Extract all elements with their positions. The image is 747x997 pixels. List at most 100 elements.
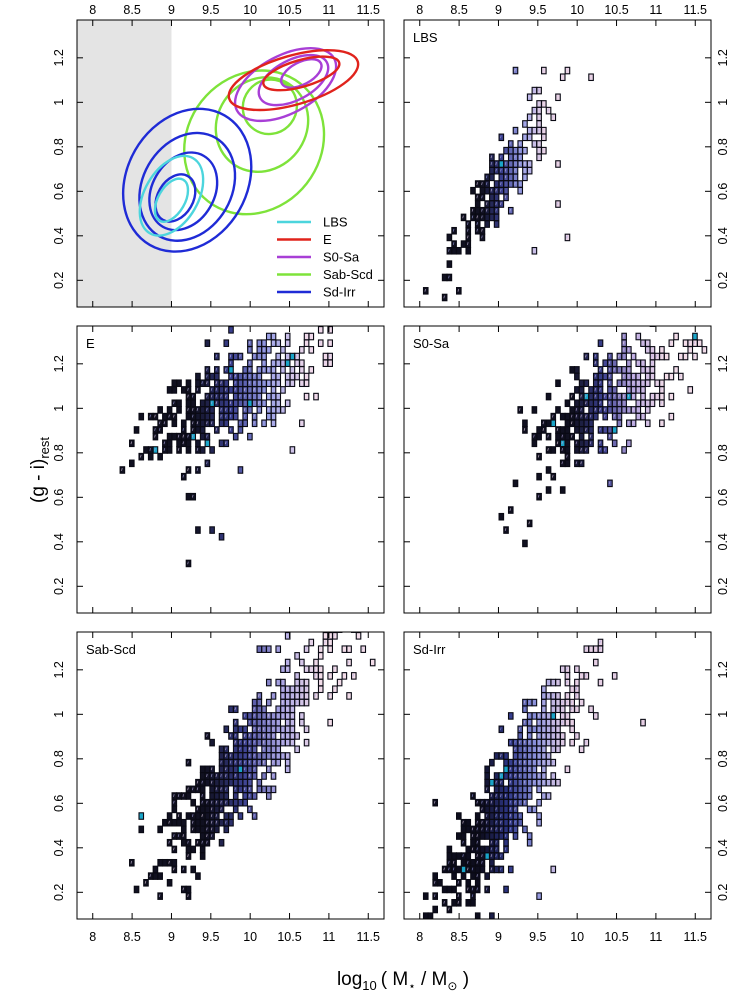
heatmap-cell <box>256 785 263 794</box>
cell-texture <box>561 441 563 445</box>
heatmap-cell <box>550 678 557 687</box>
cell-texture <box>196 448 199 451</box>
cell-texture <box>542 780 545 784</box>
heatmap-cell <box>223 752 230 760</box>
heatmap-cell <box>460 872 467 880</box>
heatmap-cell <box>152 432 159 441</box>
cell-texture <box>542 734 545 737</box>
heatmap-cell <box>569 412 575 421</box>
cell-texture <box>276 407 279 411</box>
heatmap-cell <box>489 193 495 202</box>
heatmap-cell <box>550 745 557 754</box>
heatmap-cell <box>512 745 519 754</box>
heatmap-cell <box>446 905 453 914</box>
heatmap-cell <box>526 832 533 840</box>
heatmap-cell <box>166 818 173 827</box>
heatmap-cell <box>247 712 253 720</box>
cell-texture <box>481 228 483 232</box>
cell-texture <box>637 381 639 385</box>
heatmap-cell <box>261 419 267 428</box>
cell-texture <box>514 767 516 771</box>
heatmap-cell <box>270 772 277 780</box>
cell-texture <box>187 561 189 565</box>
cell-texture <box>168 860 170 864</box>
cell-texture <box>580 394 582 398</box>
heatmap-cell <box>129 858 135 867</box>
cell-texture <box>485 787 488 791</box>
heatmap-cell <box>564 678 571 687</box>
cell-texture <box>523 740 526 744</box>
heatmap-cell <box>541 732 547 740</box>
cell-texture <box>552 727 554 731</box>
x-tick-label: 11 <box>322 3 335 17</box>
cell-texture <box>533 700 535 704</box>
heatmap-cell <box>369 658 376 667</box>
cell-texture <box>300 347 303 351</box>
cell-texture <box>158 428 161 431</box>
heatmap-cell <box>536 785 542 794</box>
cell-texture <box>253 734 255 737</box>
heatmap-cell <box>559 412 566 421</box>
heatmap-cell <box>541 792 547 800</box>
cell-texture <box>353 627 354 630</box>
cell-texture <box>537 155 540 159</box>
heatmap-cell <box>284 665 291 673</box>
contour-s0-sa <box>257 53 330 107</box>
heatmap-cell <box>190 432 197 441</box>
heatmap-cell <box>223 366 230 374</box>
cell-texture <box>276 354 279 358</box>
heatmap-cell <box>261 745 267 754</box>
heatmap-cell <box>602 392 609 401</box>
heatmap-cell <box>138 812 145 820</box>
heatmap-cell <box>303 339 310 347</box>
cell-texture <box>220 807 222 811</box>
heatmap-cell <box>199 406 206 414</box>
heatmap-cell <box>668 372 675 381</box>
heatmap-cell <box>322 638 329 647</box>
cell-texture <box>608 481 611 485</box>
heatmap-cell <box>446 865 453 874</box>
cell-texture <box>367 607 368 610</box>
heatmap-cell <box>474 838 481 847</box>
heatmap-cell <box>507 825 514 834</box>
cell-texture <box>599 381 601 385</box>
heatmap-cell <box>171 845 178 854</box>
heatmap-cell <box>275 745 282 754</box>
x-ticks: 8 8.5 9 9.5 10 10.5 11 11.5 <box>89 3 380 307</box>
heatmap-cell <box>204 439 211 448</box>
cell-texture <box>485 820 488 824</box>
heatmap-cell <box>460 832 467 840</box>
cell-texture <box>173 867 175 871</box>
cell-texture <box>575 667 578 671</box>
heatmap-cell <box>597 638 604 647</box>
y-tick-label: 1.2 <box>716 661 730 678</box>
heatmap-cell <box>550 692 557 700</box>
heatmap-cell <box>498 160 505 168</box>
heatmap-cell <box>484 213 490 222</box>
heatmap-cell <box>185 386 192 394</box>
cell-texture <box>281 693 284 697</box>
cell-texture <box>561 667 563 671</box>
heatmap-cell <box>190 426 197 434</box>
cell-texture <box>599 647 601 651</box>
heatmap-cell <box>479 233 486 242</box>
heatmap-cell <box>280 359 286 367</box>
heatmap-cell <box>470 832 476 840</box>
heatmap-cell <box>597 399 604 408</box>
cell-texture <box>608 401 611 405</box>
heatmap-cell <box>247 778 253 787</box>
heatmap-cell <box>507 765 514 774</box>
heatmap-cell <box>474 879 481 887</box>
cell-texture <box>599 367 601 371</box>
heatmap-cell <box>275 725 282 734</box>
heatmap-cell <box>526 93 533 102</box>
heatmap-cell <box>261 645 267 653</box>
heatmap-cell <box>493 838 500 847</box>
cell-texture <box>291 693 293 697</box>
heatmap-cell <box>489 858 495 867</box>
cell-texture <box>632 381 634 385</box>
heatmap-cell <box>569 419 575 428</box>
heatmap-cell <box>512 126 519 135</box>
cell-texture <box>210 834 213 838</box>
